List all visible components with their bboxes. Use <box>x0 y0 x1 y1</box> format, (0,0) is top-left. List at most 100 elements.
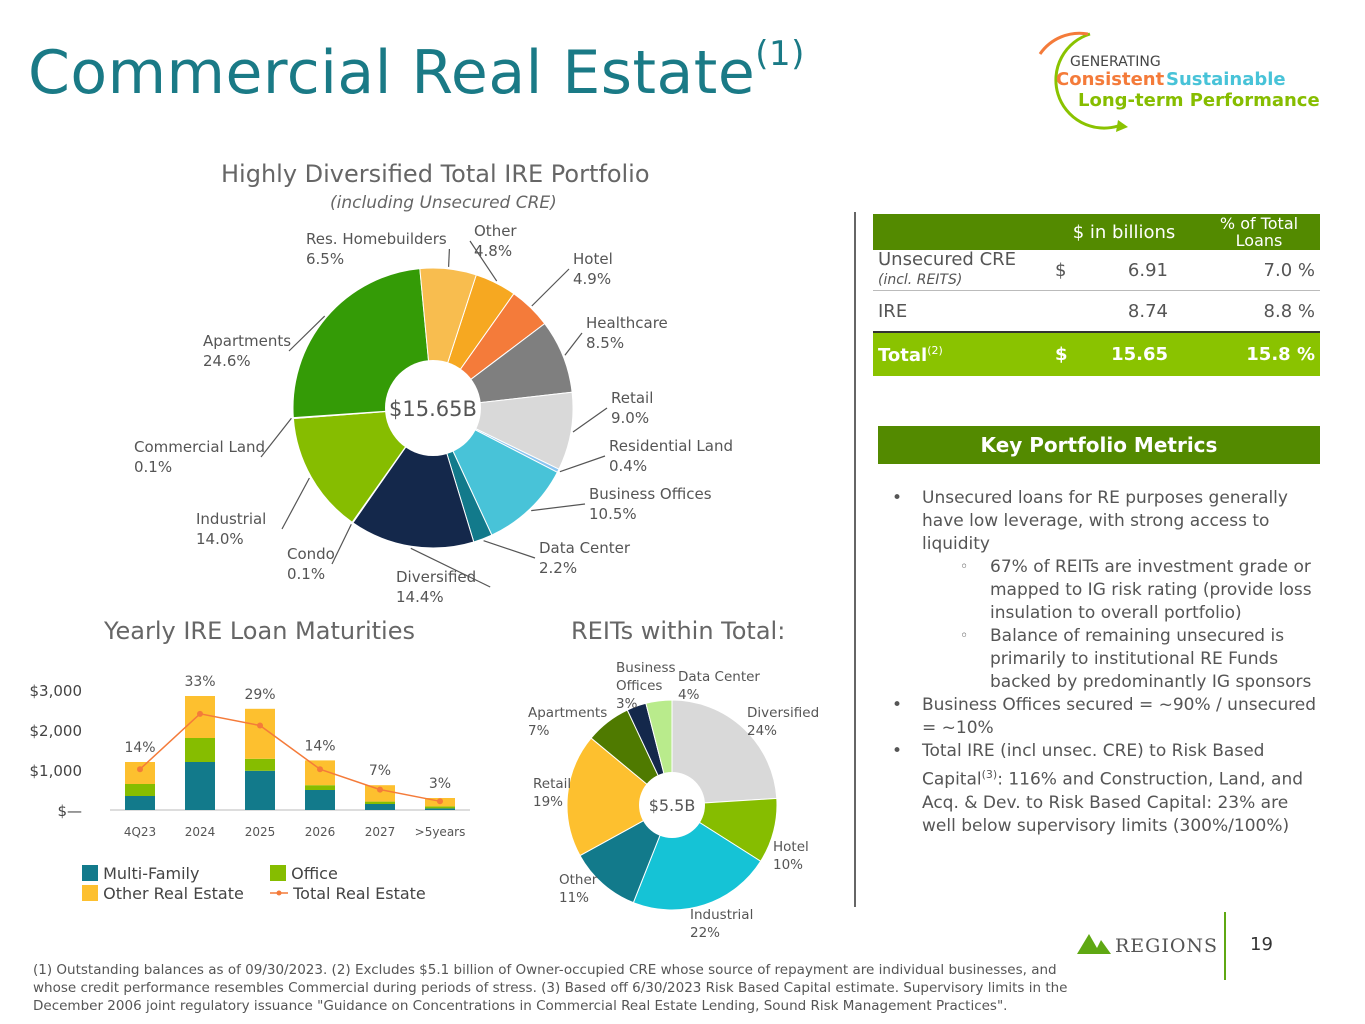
tagline-longterm: Long-term Performance <box>1078 90 1320 111</box>
footnote: (1) Outstanding balances as of 09/30/202… <box>33 962 1068 1014</box>
reit-label-name: Apartments <box>528 705 608 721</box>
total-sup: (2) <box>927 343 943 357</box>
legend-other: Other Real Estate <box>103 884 244 903</box>
slice-label-name: Retail <box>611 389 654 407</box>
reit-label-name: Diversified <box>747 705 820 721</box>
regions-pyramid-icon <box>1077 934 1111 954</box>
brand-divider <box>1224 912 1226 980</box>
metric-subbullet: Balance of remaining unsecured is primar… <box>960 625 1320 694</box>
slice-label-apartments: Apartments 24.6% <box>203 331 291 371</box>
legend-swatch-other <box>82 885 98 901</box>
slice-label-name: Commercial Land <box>134 438 266 456</box>
slice-label-name: Hotel <box>573 250 613 268</box>
total-value: 15.65 <box>1080 331 1198 376</box>
total-pct-label: 7% <box>369 763 391 779</box>
summary-table: $ in billions % of Total Loans Unsecured… <box>873 214 1320 376</box>
reit-label-value: 4% <box>678 687 700 703</box>
bar-other-real-estate-2027 <box>365 785 395 802</box>
maturities-title: Yearly IRE Loan Maturities <box>104 617 415 645</box>
y-tick-label: $— <box>57 802 82 820</box>
table-row: Unsecured CRE (incl. REITS) $ 6.91 7.0 % <box>873 250 1320 291</box>
total-pct-label: 29% <box>244 687 275 703</box>
slice-label-value: 0.4% <box>609 457 648 475</box>
tagline-arc-icon <box>1054 32 1119 130</box>
line-point-5years <box>437 798 443 805</box>
slice-label-residential-land: Residential Land 0.4% <box>609 436 733 476</box>
leader-healthcare <box>564 332 583 356</box>
row-name: Unsecured CRE <box>878 249 1017 270</box>
total-pct-label: 14% <box>304 738 335 754</box>
donut-center-label: $15.65B <box>389 397 477 421</box>
metric-bullet: Unsecured loans for RE purposes generall… <box>892 487 1320 556</box>
leader-commercial-land <box>260 417 292 458</box>
maturities-bar-chart: $— $1,000 $2,000 $3,000 4Q23 14% 2024 33% 2025 2… <box>30 674 470 839</box>
slice-label-name: Diversified <box>396 568 477 586</box>
total-pct-label: 14% <box>124 740 155 756</box>
reit-label-name: Business <box>616 660 676 676</box>
reit-label-name: Hotel <box>773 839 809 855</box>
bar-office-4q23 <box>125 784 155 796</box>
reit-label-value: 19% <box>533 794 564 810</box>
reit-label-diversified: Diversified 24% <box>747 704 819 740</box>
row-sub: (incl. REITS) <box>878 272 963 288</box>
slice-label-value: 2.2% <box>539 559 578 577</box>
leader-hotel <box>531 268 570 307</box>
reit-slice-retail <box>566 737 673 857</box>
regions-logo: REGIONS <box>1077 934 1217 957</box>
total-pct-label: 3% <box>429 776 451 792</box>
bar-office-2027 <box>365 801 395 804</box>
bar-other-real-estate-2025 <box>245 708 275 759</box>
slice-label-industrial: Industrial 14.0% <box>196 509 266 549</box>
reit-label-name: Offices <box>616 678 663 694</box>
bar-office-2024 <box>185 738 215 762</box>
slice-label-name: Res. Homebuilders <box>306 230 447 248</box>
reit-label-value: 3% <box>616 696 638 712</box>
table-header-blank <box>873 214 1050 250</box>
leader-apartments <box>288 315 326 352</box>
bar-other-real-estate-4q23 <box>125 762 155 784</box>
bar-multi-family-4q23 <box>125 796 155 810</box>
slice-label-value: 10.5% <box>589 505 637 523</box>
bar-office-2026 <box>305 785 335 790</box>
leader-data-center <box>483 540 536 559</box>
leader-diversified <box>410 547 491 588</box>
metrics-header: Key Portfolio Metrics <box>878 426 1320 464</box>
total-name: Total <box>878 344 928 366</box>
pie-title: Highly Diversified Total IRE Portfolio <box>221 160 650 188</box>
legend-total: Total Real Estate <box>293 884 426 903</box>
reit-donut-hole <box>639 772 705 838</box>
bar-other-real-estate-2024 <box>185 696 215 738</box>
slice-label-name: Other <box>474 222 517 240</box>
leader-res-homebuilders <box>448 248 450 267</box>
slice-label-diversified: Diversified 14.4% <box>396 567 476 607</box>
tagline-logo: GENERATING Consistent Sustainable Long-t… <box>1038 31 1320 132</box>
bar-multi-family-2027 <box>365 804 395 810</box>
leader-condo <box>331 523 352 565</box>
bar-office-2025 <box>245 758 275 771</box>
legend-swatch-multifamily <box>82 865 98 881</box>
tagline-consistent: Consistent <box>1056 69 1165 90</box>
line-point-2026 <box>317 766 323 773</box>
bar-office-5years <box>425 806 455 809</box>
slice-label-value: 14.4% <box>396 588 444 606</box>
reits-title: REITs within Total: <box>571 617 786 645</box>
bar-multi-family-2024 <box>185 762 215 810</box>
x-tick-label: 4Q23 <box>124 825 156 839</box>
total-pct: 15.8 % <box>1198 331 1320 376</box>
table-header-pct: % of Total Loans <box>1198 214 1320 250</box>
reits-donut-chart: $5.5B <box>566 699 778 911</box>
reit-label-apartments: Apartments 7% <box>528 704 607 740</box>
reit-slice-other <box>579 803 673 904</box>
donut-hole <box>385 360 481 456</box>
legend-swatch-office <box>270 865 286 881</box>
slice-label-res-homebuilders: Res. Homebuilders 6.5% <box>306 229 447 269</box>
slice-label-value: 0.1% <box>287 565 326 583</box>
slice-label-hotel: Hotel 4.9% <box>573 249 613 289</box>
y-tick-label: $1,000 <box>30 762 83 780</box>
line-point-4q23 <box>137 766 143 773</box>
slice-label-condo: Condo 0.1% <box>287 544 335 584</box>
table-header-billions: $ in billions <box>1050 214 1198 250</box>
table-total-row: Total(2) $ 15.65 15.8 % <box>873 331 1320 376</box>
row-pct: 7.0 % <box>1263 259 1315 281</box>
line-point-2025 <box>257 722 263 729</box>
